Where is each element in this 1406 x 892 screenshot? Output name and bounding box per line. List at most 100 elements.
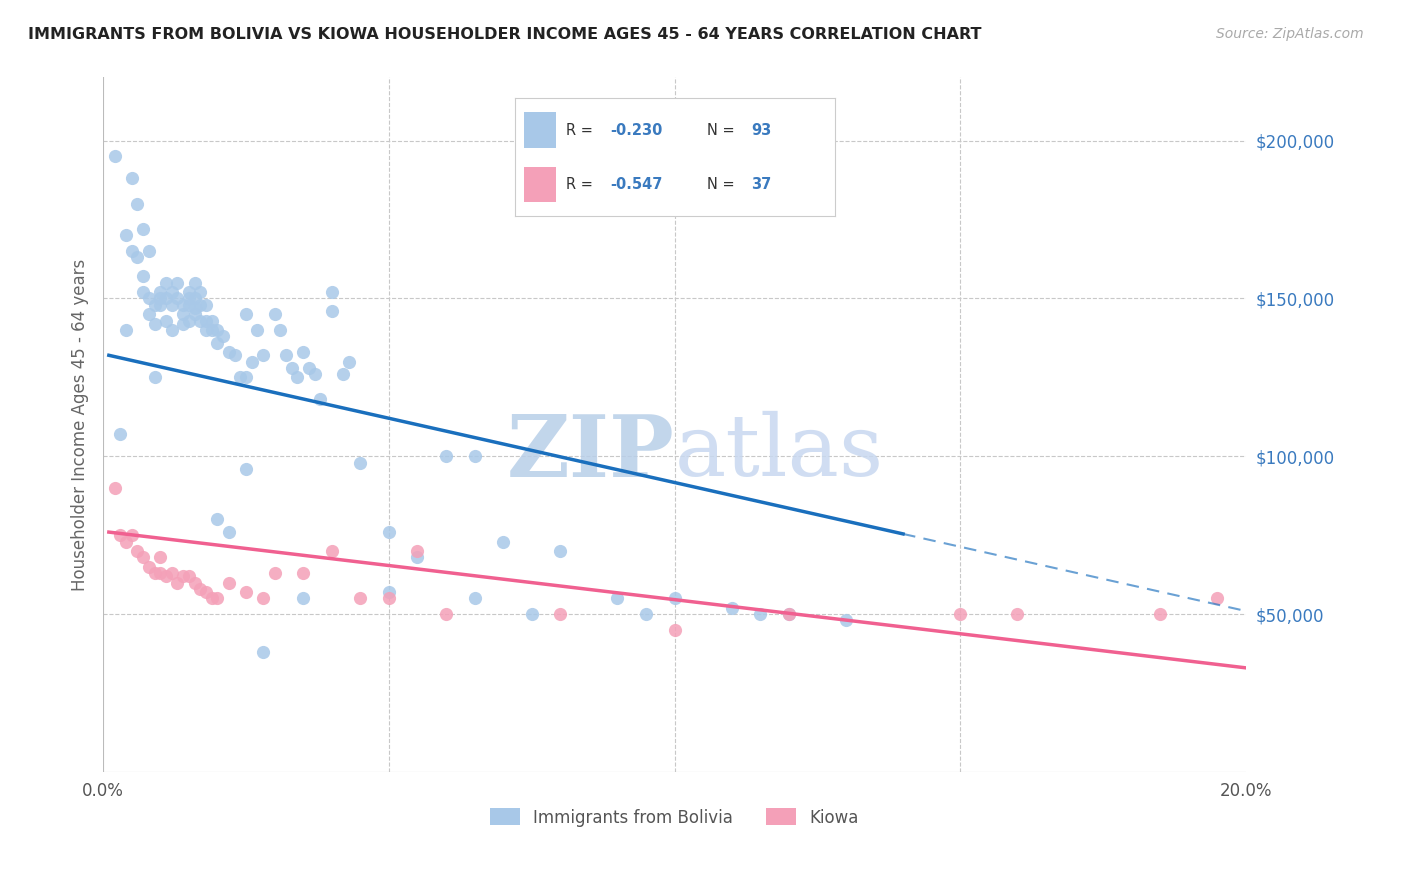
Point bbox=[138, 244, 160, 258]
Point bbox=[166, 276, 188, 290]
Point bbox=[1149, 607, 1171, 622]
Point bbox=[127, 251, 149, 265]
Point bbox=[183, 301, 205, 315]
Point bbox=[548, 544, 571, 558]
Point bbox=[263, 566, 285, 581]
Point bbox=[252, 348, 274, 362]
Point bbox=[138, 292, 160, 306]
Point bbox=[246, 323, 269, 337]
Point bbox=[188, 285, 211, 300]
Point bbox=[155, 292, 177, 306]
Point bbox=[127, 544, 149, 558]
Point bbox=[132, 550, 155, 565]
Point bbox=[110, 427, 132, 442]
Point bbox=[103, 149, 125, 163]
Point bbox=[188, 313, 211, 327]
Point bbox=[160, 298, 183, 312]
Point bbox=[149, 285, 172, 300]
Point bbox=[207, 591, 229, 606]
Point bbox=[183, 292, 205, 306]
Point bbox=[183, 276, 205, 290]
Point bbox=[207, 323, 229, 337]
Point bbox=[177, 298, 200, 312]
Point bbox=[287, 370, 309, 384]
Point bbox=[664, 591, 686, 606]
Point bbox=[177, 292, 200, 306]
Point bbox=[749, 607, 772, 622]
Point bbox=[1206, 591, 1229, 606]
Point bbox=[207, 335, 229, 350]
Point bbox=[166, 292, 188, 306]
Point bbox=[548, 607, 571, 622]
Point bbox=[252, 645, 274, 659]
Point bbox=[183, 307, 205, 321]
Point bbox=[172, 298, 194, 312]
Point bbox=[115, 228, 138, 243]
Point bbox=[349, 456, 371, 470]
Point bbox=[298, 360, 321, 375]
Point bbox=[274, 348, 297, 362]
Point bbox=[143, 370, 166, 384]
Point bbox=[1007, 607, 1029, 622]
Point bbox=[160, 323, 183, 337]
Point bbox=[321, 285, 343, 300]
Point bbox=[155, 313, 177, 327]
Point bbox=[292, 591, 315, 606]
Point bbox=[110, 528, 132, 542]
Point bbox=[121, 171, 143, 186]
Point bbox=[292, 566, 315, 581]
Point bbox=[337, 354, 360, 368]
Point bbox=[235, 585, 257, 599]
Point bbox=[664, 623, 686, 637]
Point bbox=[378, 585, 401, 599]
Text: atlas: atlas bbox=[675, 411, 883, 494]
Point bbox=[183, 575, 205, 590]
Point bbox=[132, 285, 155, 300]
Point bbox=[201, 313, 224, 327]
Point bbox=[349, 591, 371, 606]
Point bbox=[143, 566, 166, 581]
Point bbox=[406, 550, 429, 565]
Point bbox=[520, 607, 543, 622]
Point bbox=[269, 323, 291, 337]
Point bbox=[304, 368, 326, 382]
Point bbox=[378, 591, 401, 606]
Point bbox=[235, 462, 257, 476]
Point bbox=[177, 313, 200, 327]
Point bbox=[778, 607, 800, 622]
Point bbox=[188, 582, 211, 596]
Point bbox=[720, 600, 742, 615]
Point bbox=[212, 329, 235, 343]
Point bbox=[492, 534, 515, 549]
Point bbox=[464, 591, 486, 606]
Point bbox=[835, 614, 858, 628]
Point bbox=[235, 370, 257, 384]
Point bbox=[132, 222, 155, 236]
Point bbox=[138, 559, 160, 574]
Point bbox=[321, 304, 343, 318]
Point bbox=[778, 607, 800, 622]
Point bbox=[172, 569, 194, 583]
Point bbox=[434, 607, 457, 622]
Point bbox=[606, 591, 628, 606]
Point bbox=[263, 307, 285, 321]
Point bbox=[172, 307, 194, 321]
Point bbox=[280, 360, 302, 375]
Point bbox=[464, 450, 486, 464]
Point bbox=[406, 544, 429, 558]
Point bbox=[252, 591, 274, 606]
Point bbox=[332, 368, 354, 382]
Point bbox=[143, 317, 166, 331]
Point bbox=[201, 591, 224, 606]
Point bbox=[149, 298, 172, 312]
Point bbox=[132, 269, 155, 284]
Point bbox=[434, 450, 457, 464]
Point bbox=[195, 585, 218, 599]
Point bbox=[321, 544, 343, 558]
Point bbox=[149, 550, 172, 565]
Point bbox=[195, 313, 218, 327]
Point bbox=[188, 298, 211, 312]
Y-axis label: Householder Income Ages 45 - 64 years: Householder Income Ages 45 - 64 years bbox=[72, 259, 89, 591]
Point bbox=[218, 345, 240, 359]
Point bbox=[103, 481, 125, 495]
